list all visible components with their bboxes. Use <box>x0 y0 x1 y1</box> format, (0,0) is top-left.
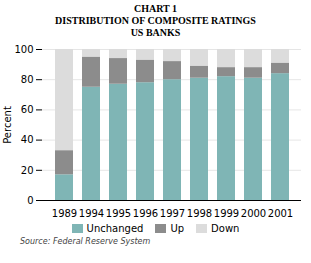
svg-text:1999: 1999 <box>214 208 239 219</box>
html-text:US BANKS: US BANKS <box>130 27 181 38</box>
svg-text:40: 40 <box>21 134 34 145</box>
html-text:Up: Up <box>170 223 185 234</box>
svg-text:20: 20 <box>21 165 34 176</box>
svg-text:80: 80 <box>21 74 34 85</box>
svg-text:1996: 1996 <box>133 208 158 219</box>
html-text:Source: Federal Reserve System: Source: Federal Reserve System <box>20 237 151 246</box>
svg-text:100: 100 <box>14 44 33 55</box>
svg-text:1998: 1998 <box>187 208 212 219</box>
html-text:Unchanged: Unchanged <box>86 223 144 234</box>
svg-text:1997: 1997 <box>160 208 185 219</box>
html-text:Down: Down <box>211 223 240 234</box>
svg-text:1989: 1989 <box>52 208 77 219</box>
svg-text:60: 60 <box>21 104 34 115</box>
svg-text:0: 0 <box>27 195 33 206</box>
svg-text:2001: 2001 <box>268 208 293 219</box>
html-text:CHART 1: CHART 1 <box>134 3 177 14</box>
svg-text:1994: 1994 <box>79 208 104 219</box>
svg-text:2000: 2000 <box>241 208 266 219</box>
svg-text:Percent: Percent <box>2 106 13 144</box>
svg-text:1995: 1995 <box>106 208 131 219</box>
html-text:DISTRIBUTION OF COMPOSITE RATI: DISTRIBUTION OF COMPOSITE RATINGS <box>55 15 256 26</box>
